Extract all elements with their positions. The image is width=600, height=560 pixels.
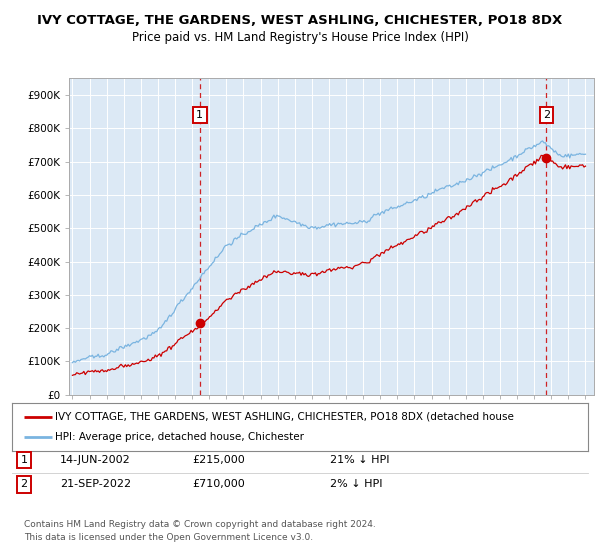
Text: 1: 1 (196, 110, 203, 120)
Text: IVY COTTAGE, THE GARDENS, WEST ASHLING, CHICHESTER, PO18 8DX: IVY COTTAGE, THE GARDENS, WEST ASHLING, … (37, 14, 563, 27)
Text: 2: 2 (20, 479, 28, 489)
Text: Price paid vs. HM Land Registry's House Price Index (HPI): Price paid vs. HM Land Registry's House … (131, 31, 469, 44)
Text: 2% ↓ HPI: 2% ↓ HPI (330, 479, 383, 489)
Text: 21% ↓ HPI: 21% ↓ HPI (330, 455, 389, 465)
Text: 14-JUN-2002: 14-JUN-2002 (60, 455, 131, 465)
Text: £215,000: £215,000 (192, 455, 245, 465)
Text: Contains HM Land Registry data © Crown copyright and database right 2024.: Contains HM Land Registry data © Crown c… (24, 520, 376, 529)
Text: This data is licensed under the Open Government Licence v3.0.: This data is licensed under the Open Gov… (24, 533, 313, 542)
Text: HPI: Average price, detached house, Chichester: HPI: Average price, detached house, Chic… (55, 432, 304, 442)
Text: 21-SEP-2022: 21-SEP-2022 (60, 479, 131, 489)
Text: IVY COTTAGE, THE GARDENS, WEST ASHLING, CHICHESTER, PO18 8DX (detached house: IVY COTTAGE, THE GARDENS, WEST ASHLING, … (55, 412, 514, 422)
Text: £710,000: £710,000 (192, 479, 245, 489)
Text: 1: 1 (20, 455, 28, 465)
Text: 2: 2 (543, 110, 550, 120)
